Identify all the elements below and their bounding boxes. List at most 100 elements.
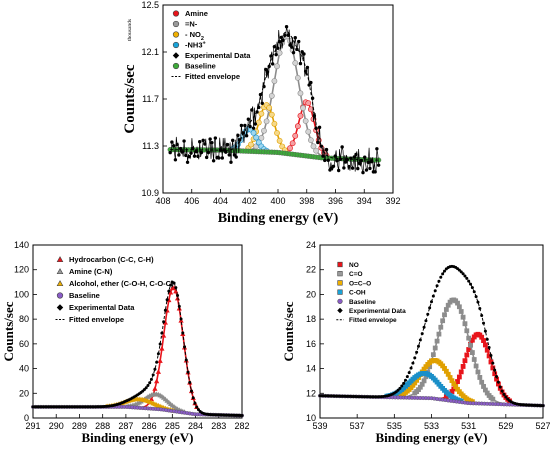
y-tick-label: 16: [306, 339, 316, 349]
y-tick-label: 20: [306, 289, 316, 299]
peak-point: [255, 119, 262, 126]
experimental-point: [363, 155, 367, 159]
experimental-point: [398, 386, 402, 390]
experimental-point: [415, 350, 419, 354]
experimental-point: [317, 125, 322, 130]
experimental-point: [352, 155, 357, 159]
peak-point: [287, 145, 293, 152]
experimental-point: [480, 314, 484, 318]
peak-point: [302, 118, 309, 124]
x-tick-label: 288: [95, 421, 110, 431]
experimental-point: [443, 269, 447, 273]
experimental-point: [416, 344, 420, 348]
legend-marker: [337, 261, 343, 268]
legend-marker: [56, 256, 64, 263]
experimental-point: [338, 157, 343, 161]
experimental-point: [165, 298, 169, 302]
experimental-point: [316, 140, 320, 145]
peak-point: [157, 358, 163, 363]
x-axis-label: Binding energy (eV): [376, 430, 488, 445]
experimental-point: [255, 110, 259, 114]
experimental-point: [162, 320, 166, 324]
legend-label: Baseline: [185, 62, 216, 71]
peak-point: [271, 120, 278, 127]
x-tick-label: 394: [357, 196, 372, 206]
experimental-point: [485, 337, 489, 341]
peak-point: [297, 90, 304, 97]
experimental-point: [375, 147, 379, 151]
y-tick-label: 11.3: [142, 141, 159, 151]
experimental-point: [198, 140, 202, 144]
experimental-point: [286, 33, 291, 37]
experimental-point: [267, 64, 271, 69]
experimental-point: [495, 375, 499, 379]
experimental-point: [298, 61, 303, 66]
y-tick-label: 12.1: [141, 47, 159, 57]
experimental-point: [277, 39, 282, 44]
peak-point: [434, 338, 440, 344]
legend-label: C-OH: [349, 290, 366, 297]
y-tick-label: 10.9: [141, 188, 159, 198]
experimental-point: [193, 401, 197, 405]
experimental-point: [489, 354, 493, 358]
experimental-point: [500, 389, 504, 393]
peak-point: [292, 60, 299, 66]
peak-point: [464, 328, 470, 334]
x-tick-label: 291: [25, 421, 40, 431]
experimental-point: [272, 44, 277, 49]
legend-marker: [172, 41, 180, 49]
peak-point: [266, 104, 273, 111]
legend-label: Fitted envelope: [349, 317, 397, 324]
peak-point: [443, 307, 449, 312]
experimental-point: [302, 52, 306, 56]
y-axis-label: Counts/sec: [281, 301, 296, 361]
experimental-point: [168, 150, 172, 155]
peak-point: [294, 123, 301, 130]
experimental-point: [487, 346, 491, 350]
legend-marker: [172, 62, 180, 70]
x-tick-label: 396: [328, 196, 343, 206]
experimental-point: [248, 124, 252, 129]
experimental-point: [250, 108, 254, 112]
experimental-point: [430, 300, 433, 304]
experimental-point: [396, 388, 400, 392]
legend-marker: [56, 292, 64, 299]
legend-label: Hydrocarbon (C-C, C-H): [69, 255, 154, 264]
experimental-point: [217, 156, 221, 160]
plot-frame: [32, 244, 243, 419]
peak-point: [155, 369, 162, 374]
peak-point: [460, 314, 466, 320]
experimental-point: [439, 275, 443, 279]
experimental-point: [189, 151, 193, 155]
experimental-point: [350, 166, 355, 170]
experimental-point: [144, 386, 148, 390]
experimental-point: [483, 329, 487, 333]
experimental-point: [218, 148, 223, 152]
legend-label: Alcohol, ether (C-O-H, C-O-C): [69, 279, 174, 288]
x-tick-label: 531: [461, 421, 476, 431]
legend: Hydrocarbon (C-C, C-H) Amine (C-N) Alcohol…: [55, 255, 174, 324]
peak-point: [430, 352, 436, 358]
experimental-point: [213, 136, 218, 140]
experimental-point: [321, 154, 325, 158]
experimental-point: [241, 131, 245, 135]
peak-point: [250, 129, 257, 136]
experimental-point: [210, 140, 214, 145]
experimental-point: [270, 62, 275, 66]
experimental-point: [284, 25, 289, 29]
legend-label: =N-: [185, 20, 198, 29]
peak-point: [421, 378, 427, 384]
y-axis-label: Counts/sec: [122, 64, 138, 134]
peak-point: [464, 352, 470, 358]
experimental-point: [295, 47, 299, 52]
peak-point: [475, 369, 481, 375]
experimental-point: [177, 153, 181, 157]
experimental-point: [269, 54, 273, 58]
legend-marker: [337, 271, 343, 277]
experimental-point: [184, 153, 188, 158]
experimental-point: [502, 392, 506, 396]
experimental-point: [186, 370, 190, 374]
x-axis-label: Binding energy (eV): [218, 211, 339, 226]
experimental-point: [409, 366, 413, 370]
experimental-point: [426, 312, 430, 316]
